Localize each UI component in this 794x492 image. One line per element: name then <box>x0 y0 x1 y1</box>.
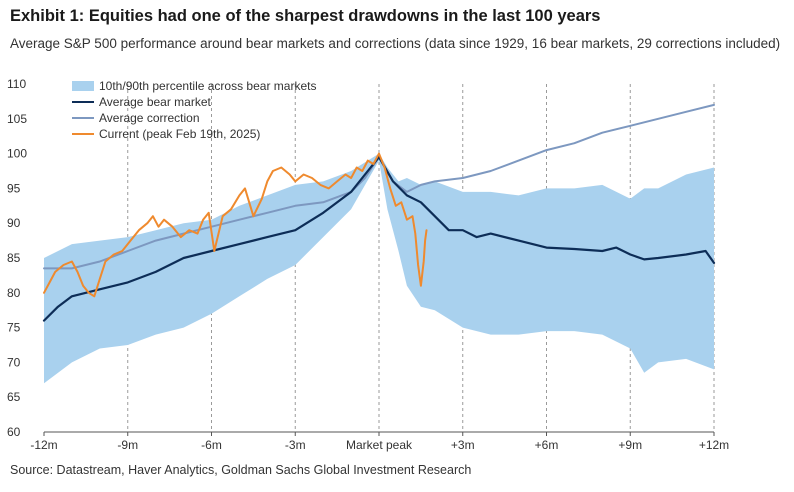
y-tick-label: 100 <box>7 147 27 161</box>
x-tick-label: +6m <box>535 438 559 452</box>
y-tick-label: 80 <box>7 286 21 300</box>
source-note: Source: Datastream, Haver Analytics, Gol… <box>10 463 472 477</box>
legend-label: Current (peak Feb 19th, 2025) <box>99 127 260 141</box>
x-tick-label: Market peak <box>346 438 413 452</box>
y-tick-label: 110 <box>7 77 26 91</box>
x-tick-label: -3m <box>285 438 306 452</box>
legend-label: Average correction <box>99 111 200 125</box>
x-tick-label: +3m <box>451 438 475 452</box>
average-bear-market-line <box>42 156 716 322</box>
x-tick-label: -9m <box>117 438 138 452</box>
legend-swatch-band <box>72 81 94 91</box>
current-line <box>43 152 428 298</box>
x-tick-label: +12m <box>699 438 729 452</box>
y-tick-label: 85 <box>7 251 21 265</box>
x-tick-label: -12m <box>30 438 57 452</box>
y-tick-label: 75 <box>7 321 21 335</box>
legend-label: Average bear market <box>99 95 212 109</box>
percentile-band <box>44 153 714 384</box>
percentile-band-layer <box>44 153 714 384</box>
y-tick-label: 90 <box>7 216 21 230</box>
y-tick-label: 70 <box>7 355 21 369</box>
y-tick-label: 95 <box>7 181 21 195</box>
axes: -12m -9m -6m -3m Market peak +3m +6m +9m +12m 60 6… <box>7 77 729 452</box>
y-tick-label: 60 <box>7 425 21 439</box>
legend-label: 10th/90th percentile across bear markets <box>99 79 316 93</box>
y-tick-label: 65 <box>7 390 21 404</box>
legend: 10th/90th percentile across bear markets… <box>72 79 316 141</box>
y-tick-label: 105 <box>7 112 27 126</box>
chart-title: Exhibit 1: Equities had one of the sharp… <box>10 7 601 25</box>
x-tick-label: +9m <box>618 438 642 452</box>
chart-subtitle: Average S&P 500 performance around bear … <box>10 36 781 51</box>
x-tick-label: -6m <box>201 438 222 452</box>
series-layer <box>42 103 716 322</box>
